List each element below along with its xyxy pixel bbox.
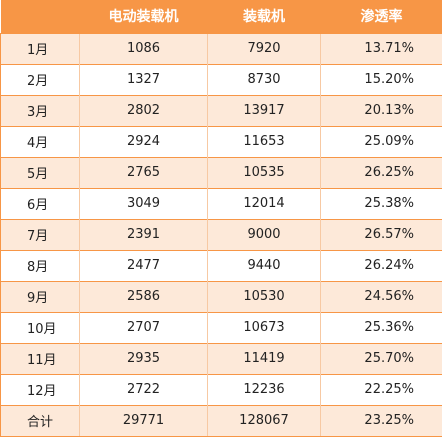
header-cell-loader: 装载机 xyxy=(208,0,321,33)
electric-loader-cell: 1327 xyxy=(80,64,208,95)
header-cell-electric-loader: 电动装载机 xyxy=(80,0,208,33)
electric-loader-cell: 2765 xyxy=(80,157,208,188)
month-cell: 1月 xyxy=(1,33,80,64)
penetration-rate-cell: 26.24% xyxy=(321,250,442,281)
penetration-rate-cell: 13.71% xyxy=(321,33,442,64)
month-cell: 6月 xyxy=(1,188,80,219)
penetration-rate-cell: 24.56% xyxy=(321,281,442,312)
penetration-rate-cell: 25.36% xyxy=(321,312,442,343)
penetration-rate-cell: 25.09% xyxy=(321,126,442,157)
loader-cell: 10673 xyxy=(208,312,321,343)
header-cell-month xyxy=(1,0,80,33)
electric-loader-cell: 2802 xyxy=(80,95,208,126)
loader-cell: 9000 xyxy=(208,219,321,250)
month-cell: 8月 xyxy=(1,250,80,281)
electric-loader-cell: 2924 xyxy=(80,126,208,157)
table-header: 电动装载机 装载机 渗透率 xyxy=(1,0,442,33)
month-cell: 3月 xyxy=(1,95,80,126)
month-cell: 5月 xyxy=(1,157,80,188)
electric-loader-cell: 2722 xyxy=(80,374,208,405)
month-cell: 12月 xyxy=(1,374,80,405)
loader-cell: 10530 xyxy=(208,281,321,312)
electric-loader-cell: 2707 xyxy=(80,312,208,343)
loader-cell: 12236 xyxy=(208,374,321,405)
loader-cell: 10535 xyxy=(208,157,321,188)
loader-cell: 11653 xyxy=(208,126,321,157)
electric-loader-cell: 2935 xyxy=(80,343,208,374)
electric-loader-cell: 29771 xyxy=(80,405,208,436)
penetration-rate-cell: 15.20% xyxy=(321,64,442,95)
loader-cell: 12014 xyxy=(208,188,321,219)
penetration-rate-cell: 20.13% xyxy=(321,95,442,126)
loader-cell: 7920 xyxy=(208,33,321,64)
electric-loader-cell: 2477 xyxy=(80,250,208,281)
month-cell: 7月 xyxy=(1,219,80,250)
month-cell: 10月 xyxy=(1,312,80,343)
penetration-rate-cell: 22.25% xyxy=(321,374,442,405)
month-cell: 合计 xyxy=(1,405,80,436)
month-cell: 11月 xyxy=(1,343,80,374)
penetration-rate-cell: 23.25% xyxy=(321,405,442,436)
penetration-rate-cell: 26.25% xyxy=(321,157,442,188)
penetration-rate-cell: 25.70% xyxy=(321,343,442,374)
electric-loader-cell: 2586 xyxy=(80,281,208,312)
loader-cell: 9440 xyxy=(208,250,321,281)
electric-loader-cell: 3049 xyxy=(80,188,208,219)
loader-cell: 128067 xyxy=(208,405,321,436)
header-cell-penetration-rate: 渗透率 xyxy=(321,0,442,33)
penetration-rate-cell: 26.57% xyxy=(321,219,442,250)
month-cell: 4月 xyxy=(1,126,80,157)
loader-cell: 11419 xyxy=(208,343,321,374)
header-row: 电动装载机 装载机 渗透率 xyxy=(1,0,442,33)
loader-cell: 8730 xyxy=(208,64,321,95)
electric-loader-cell: 1086 xyxy=(80,33,208,64)
loader-cell: 13917 xyxy=(208,95,321,126)
electric-loader-cell: 2391 xyxy=(80,219,208,250)
month-cell: 2月 xyxy=(1,64,80,95)
month-cell: 9月 xyxy=(1,281,80,312)
penetration-rate-cell: 25.38% xyxy=(321,188,442,219)
